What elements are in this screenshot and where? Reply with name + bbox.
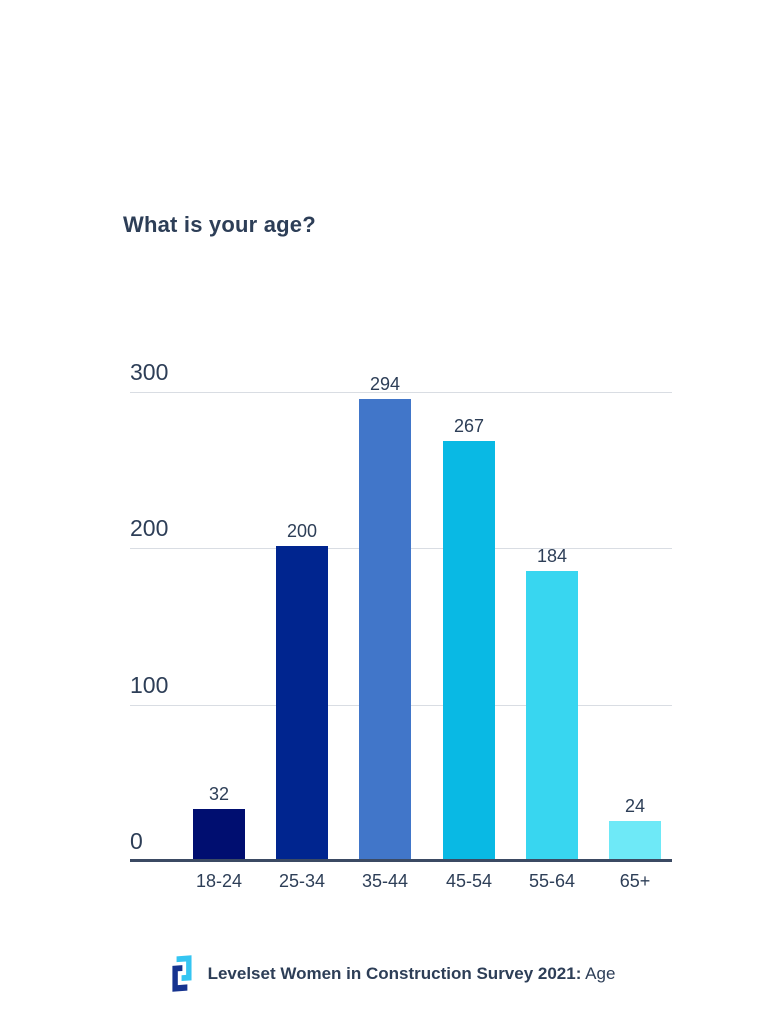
- y-axis-tick-label: 100: [130, 672, 169, 698]
- bar-65+: [609, 821, 661, 859]
- bar-value-label: 267: [453, 416, 485, 436]
- bar-value-label: 184: [536, 546, 568, 566]
- bar-55-64: [526, 571, 578, 859]
- bar-value-label: 294: [369, 374, 401, 394]
- chart-title: What is your age?: [123, 212, 316, 237]
- y-axis-tick-label: 200: [130, 515, 169, 541]
- y-axis-tick-label: 0: [130, 828, 143, 854]
- footer-source-text: Levelset Women in Construction Survey 20…: [208, 964, 616, 984]
- x-axis-label: 55-64: [528, 871, 576, 891]
- y-axis-tick-label: 300: [130, 359, 169, 385]
- footer-source-regular: Age: [585, 963, 616, 983]
- bar-35-44: [359, 399, 411, 859]
- bar-value-label: 32: [208, 784, 230, 804]
- x-axis-label: 25-34: [278, 871, 326, 891]
- bar-value-label: 200: [286, 521, 318, 541]
- levelset-logo-icon: [167, 955, 197, 992]
- x-axis-label: 65+: [619, 871, 651, 891]
- x-axis-label: 45-54: [445, 871, 493, 891]
- gridline-300: [130, 392, 672, 393]
- bar-25-34: [276, 546, 328, 859]
- bar-18-24: [193, 809, 245, 859]
- bar-value-label: 24: [624, 796, 646, 816]
- bar-45-54: [443, 441, 495, 859]
- x-axis-label: 35-44: [361, 871, 409, 891]
- footer-source-bold: Levelset Women in Construction Survey 20…: [207, 963, 582, 983]
- x-axis-label: 18-24: [195, 871, 243, 891]
- footer-source-line: Levelset Women in Construction Survey 20…: [0, 955, 782, 992]
- x-axis-line: [130, 859, 672, 862]
